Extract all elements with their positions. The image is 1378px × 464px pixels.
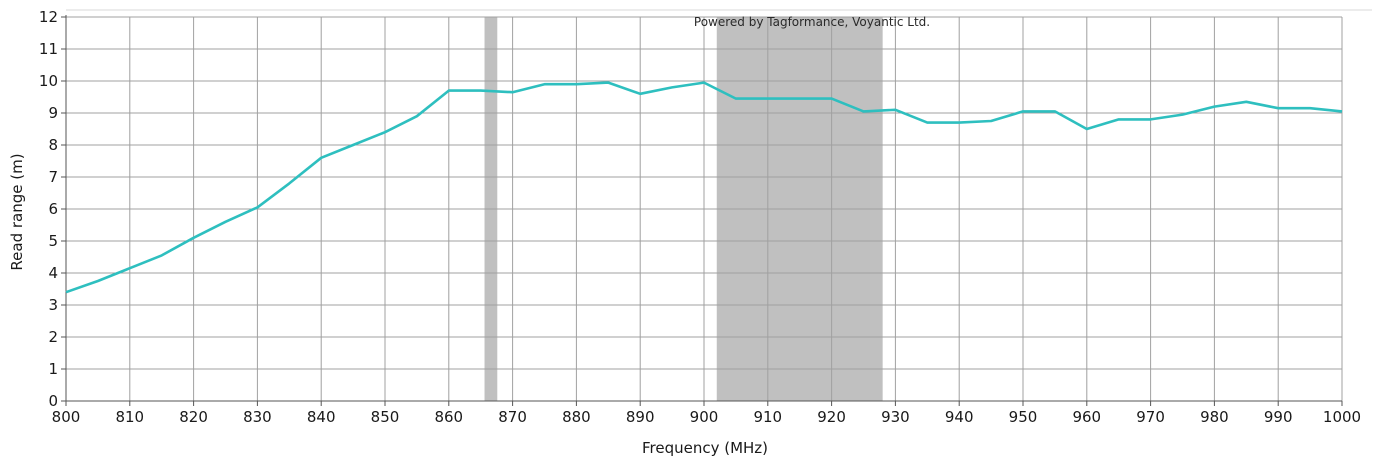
x-tick-label-960: 960	[1072, 408, 1101, 426]
y-tick-label-3: 3	[48, 296, 58, 314]
x-tick-label-1000: 1000	[1323, 408, 1361, 426]
x-tick-label-930: 930	[881, 408, 910, 426]
x-tick-label-870: 870	[498, 408, 527, 426]
x-tick-labels: 800 810 820 830 840 850 860 870 880 890 900 910 920 9…	[52, 401, 1361, 426]
x-tick-label-880: 880	[562, 408, 591, 426]
y-axis-title: Read range (m)	[8, 153, 26, 270]
x-tick-label-900: 900	[690, 408, 719, 426]
x-tick-label-940: 940	[945, 408, 974, 426]
x-tick-label-920: 920	[817, 408, 846, 426]
x-tick-label-910: 910	[753, 408, 782, 426]
x-axis-title: Frequency (MHz)	[642, 439, 768, 457]
y-tick-label-12: 12	[39, 8, 58, 26]
x-tick-label-890: 890	[626, 408, 655, 426]
x-tick-label-860: 860	[434, 408, 463, 426]
y-tick-label-2: 2	[48, 328, 58, 346]
x-tick-label-970: 970	[1136, 408, 1165, 426]
watermark-text: Powered by Tagformance, Voyantic Ltd.	[694, 15, 930, 29]
y-tick-label-5: 5	[48, 232, 58, 250]
x-tick-label-800: 800	[52, 408, 81, 426]
x-tick-label-830: 830	[243, 408, 272, 426]
y-tick-label-6: 6	[48, 200, 58, 218]
x-tick-label-820: 820	[179, 408, 208, 426]
y-tick-label-7: 7	[48, 168, 58, 186]
x-tick-label-850: 850	[371, 408, 400, 426]
y-tick-label-10: 10	[39, 72, 58, 90]
y-tick-label-0: 0	[48, 392, 58, 410]
x-tick-label-980: 980	[1200, 408, 1229, 426]
y-tick-label-9: 9	[48, 104, 58, 122]
y-tick-label-1: 1	[48, 360, 58, 378]
y-tick-label-4: 4	[48, 264, 58, 282]
y-tick-label-8: 8	[48, 136, 58, 154]
series-group	[65, 81, 1343, 294]
x-tick-label-840: 840	[307, 408, 336, 426]
x-tick-label-990: 990	[1264, 408, 1293, 426]
series-line-0	[65, 81, 1343, 294]
x-tick-label-810: 810	[115, 408, 144, 426]
x-tick-label-950: 950	[1009, 408, 1038, 426]
y-tick-label-11: 11	[39, 40, 58, 58]
grid-lines	[65, 16, 1343, 402]
